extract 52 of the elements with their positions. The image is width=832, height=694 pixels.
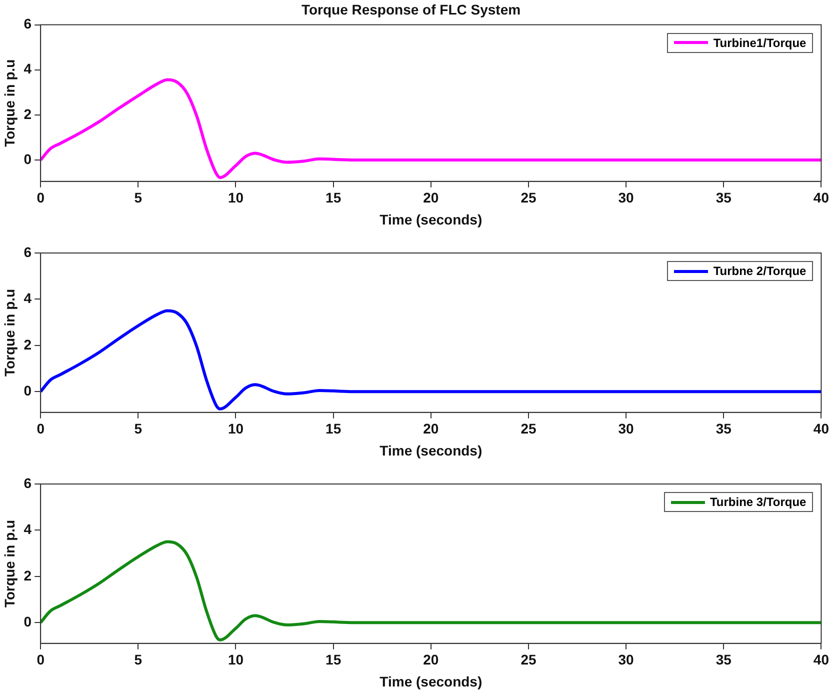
x-tick-label: 20 [423, 652, 439, 668]
y-tick-label: 6 [24, 16, 32, 32]
x-axis-title: Time (seconds) [380, 673, 482, 690]
x-tick-label: 5 [134, 420, 142, 437]
y-axis-title: Torque in p.u [1, 59, 18, 147]
y-axis-title: Torque in p.u [1, 288, 18, 377]
x-tick-label: 0 [36, 420, 45, 437]
x-tick-label: 40 [813, 190, 830, 206]
y-tick-label: 2 [24, 336, 32, 352]
y-tick-label: 2 [24, 567, 32, 584]
line-series [40, 78, 822, 180]
y-tick-label: 2 [24, 106, 32, 122]
x-tick-label: 40 [813, 652, 830, 668]
y-tick-label: 0 [24, 382, 32, 398]
x-tick-label: 10 [228, 652, 244, 668]
legend-label: Turbine 3/Torque [710, 495, 806, 509]
y-tick-label: 6 [24, 244, 32, 260]
x-tick-label: 10 [228, 190, 244, 206]
legend-label: Turbine1/Torque [713, 36, 806, 50]
x-tick-label: 5 [134, 652, 142, 668]
x-tick-label: 15 [326, 420, 342, 437]
x-tick-label: 30 [618, 190, 634, 206]
chart-title: Torque Response of FLC System [301, 1, 521, 18]
y-tick-label: 6 [24, 474, 32, 491]
x-tick-label: 40 [813, 420, 830, 437]
x-tick-label: 5 [134, 190, 142, 206]
x-tick-label: 35 [716, 420, 732, 437]
x-tick-label: 25 [520, 420, 536, 437]
x-tick-label: 25 [520, 190, 536, 206]
y-tick-label: 0 [24, 150, 32, 167]
x-tick-label: 30 [618, 652, 634, 668]
x-tick-label: 35 [716, 652, 732, 668]
x-tick-label: 15 [326, 652, 342, 668]
y-tick-label: 4 [24, 290, 32, 306]
x-tick-label: 15 [326, 190, 342, 206]
x-axis-title: Time (seconds) [380, 442, 482, 458]
y-tick-label: 4 [24, 60, 32, 77]
x-tick-label: 25 [520, 652, 536, 668]
x-tick-label: 0 [36, 190, 45, 206]
x-tick-label: 0 [36, 652, 45, 668]
x-tick-label: 35 [716, 190, 732, 206]
x-axis-title: Time (seconds) [380, 211, 482, 228]
x-tick-label: 10 [228, 420, 244, 437]
legend-label: Turbne 2/Torque [713, 264, 806, 278]
x-tick-label: 20 [423, 420, 439, 437]
y-axis-title: Torque in p.u [1, 520, 18, 608]
y-tick-label: 0 [24, 613, 32, 630]
x-tick-label: 30 [618, 420, 634, 437]
line-series [40, 309, 822, 410]
y-tick-label: 4 [24, 521, 32, 538]
x-tick-label: 20 [423, 190, 439, 206]
line-series [40, 540, 822, 642]
